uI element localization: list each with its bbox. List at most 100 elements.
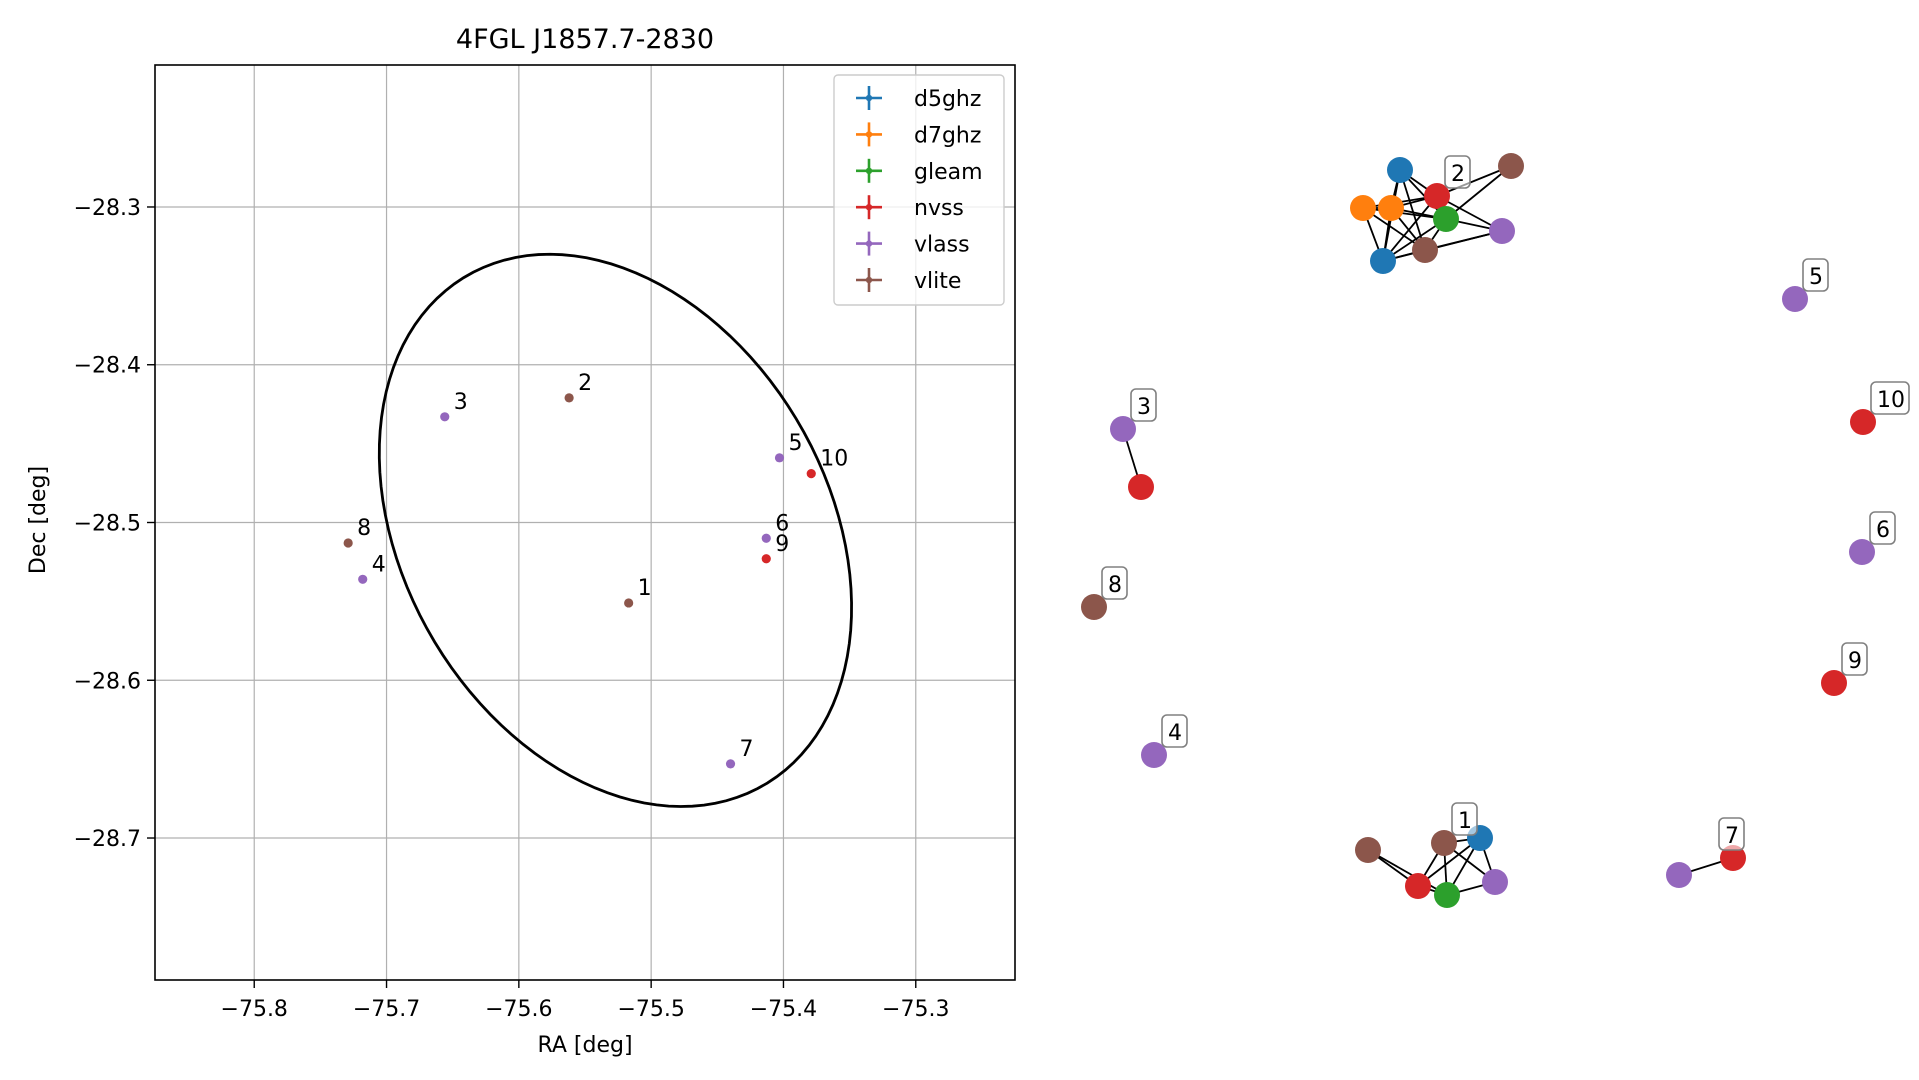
network-node [1350,195,1376,221]
y-tick-label: −28.4 [74,354,141,379]
scatter-point [624,598,634,608]
network-edge [1382,230,1503,262]
network-node [1434,882,1460,908]
point-label: 4 [372,552,386,577]
node-label: 2 [1451,162,1465,187]
network-edge [1436,165,1512,197]
network-node [1110,416,1136,442]
network-node-labels: 5 10 3 6 8 9 4 2 1 7 [1101,155,1910,851]
x-tick-label: −75.6 [485,997,552,1022]
network-edge [1417,837,1481,887]
legend-box [833,74,1005,306]
network-node [1849,539,1875,565]
legend-label: vlass [914,233,970,258]
scatter-point [806,468,816,479]
network-edges [1122,165,1734,896]
node-label: 8 [1108,573,1122,598]
legend-label: d7ghz [914,123,981,148]
point-label: 9 [775,532,789,557]
node-label-box [1444,155,1471,189]
network-node [1666,862,1692,888]
node-label: 7 [1725,824,1739,849]
node-label-box [1101,566,1128,600]
node-label: 6 [1876,518,1890,543]
scatter-point [343,538,353,548]
y-tick-label: −28.7 [74,827,141,852]
network-node [1433,206,1459,232]
node-label: 9 [1848,649,1862,674]
node-label-box [1870,381,1910,415]
network-edge [1445,165,1512,220]
chart-title: 4FGL J1857.7-2830 [456,24,714,55]
point-label: 6 [775,511,789,536]
scatter-point [725,759,736,769]
node-label: 5 [1809,265,1823,290]
network-node [1370,248,1396,274]
node-label: 3 [1137,395,1151,420]
network-node [1355,837,1381,863]
network-node [1424,183,1450,209]
network-node [1378,195,1404,221]
network-node [1850,409,1876,435]
node-label-box [1718,817,1745,851]
scatter-point [358,574,368,584]
network-node [1782,286,1808,312]
node-label-box [1130,388,1157,422]
network-node [1498,153,1524,179]
x-tick-label: −75.5 [617,997,684,1022]
axis-ticks: −75.8 −75.7 −75.6 −75.5 −75.4 −75.3 −28.3 −28.4… [74,196,950,1022]
network-node [1081,594,1107,620]
scatter-point [761,533,771,543]
network-node [1720,845,1746,871]
node-label-box [1841,642,1868,676]
legend-label: d5ghz [914,87,981,112]
point-label: 7 [740,737,754,762]
legend-marker-dot [865,131,873,138]
node-label-box [1451,802,1478,836]
network-node [1412,237,1438,263]
scatter-points: 1 2 3 4 5 6 7 8 9 10 [343,371,848,769]
point-label: 3 [454,390,468,415]
node-label-box [1161,714,1188,748]
network-node [1482,869,1508,895]
y-tick-label: −28.3 [74,196,141,221]
point-label: 10 [820,447,848,472]
point-label: 2 [578,371,592,396]
legend: d5ghz d7ghz gleam nvss vlass vlite [833,74,1005,306]
node-label: 10 [1877,388,1905,413]
x-tick-label: −75.8 [221,997,288,1022]
legend-marker-dot [865,94,873,102]
node-label-box [1802,258,1829,292]
network-edge [1362,207,1447,220]
network-nodes [1081,153,1876,908]
y-tick-label: −28.6 [74,669,141,694]
node-label-box [1869,511,1896,545]
network-edge [1382,195,1438,262]
legend-label: nvss [914,196,964,221]
node-label: 4 [1168,721,1182,746]
legend-marker-dot [865,204,873,211]
scatter-point [774,453,785,463]
network-node [1387,157,1413,183]
y-axis-label: Dec [deg] [26,466,51,574]
scatter-point [761,554,771,564]
point-label: 5 [788,431,802,456]
point-label: 1 [638,576,652,601]
legend-entries: d5ghz d7ghz gleam nvss vlass vlite [856,86,983,294]
localization-ellipse [377,252,853,808]
scatter-point [564,393,574,403]
scatter-point [440,412,450,422]
network-node [1431,830,1457,856]
network-node [1821,670,1847,696]
association-network-panel: 5 10 3 6 8 9 4 2 1 7 [1081,153,1910,908]
legend-marker-dot [865,276,873,284]
point-label: 8 [357,516,371,541]
network-node [1489,218,1515,244]
legend-marker-dot [865,240,873,247]
network-node [1128,474,1154,500]
legend-label: vlite [914,269,961,294]
y-tick-label: −28.5 [74,512,141,537]
legend-marker-dot [865,167,873,174]
